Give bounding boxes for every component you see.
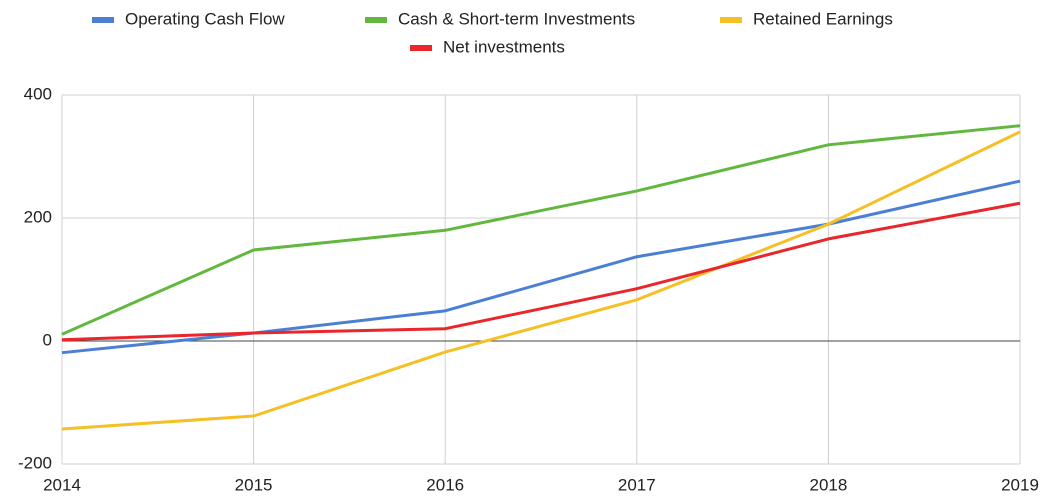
y-tick-label: 200 <box>24 207 52 226</box>
line <box>61 201 1021 342</box>
legend-swatch <box>92 17 114 23</box>
legend-swatch <box>720 17 742 23</box>
y-tick-label: 400 <box>24 84 52 103</box>
x-tick-label: 2018 <box>809 475 847 494</box>
legend-swatch <box>410 45 432 51</box>
x-tick-label: 2017 <box>618 475 656 494</box>
line <box>61 124 1021 336</box>
legend-swatch <box>365 17 387 23</box>
x-tick-label: 2014 <box>43 475 81 494</box>
y-tick-label: -200 <box>18 453 52 472</box>
line <box>61 179 1021 355</box>
legend-label: Retained Earnings <box>753 9 893 28</box>
legend-label: Net investments <box>443 37 565 56</box>
legend-label: Operating Cash Flow <box>125 9 285 28</box>
line <box>61 130 1021 431</box>
y-tick-label: 0 <box>43 330 52 349</box>
x-tick-label: 2019 <box>1001 475 1039 494</box>
x-tick-label: 2016 <box>426 475 464 494</box>
legend-label: Cash & Short-term Investments <box>398 9 635 28</box>
x-tick-label: 2015 <box>235 475 273 494</box>
